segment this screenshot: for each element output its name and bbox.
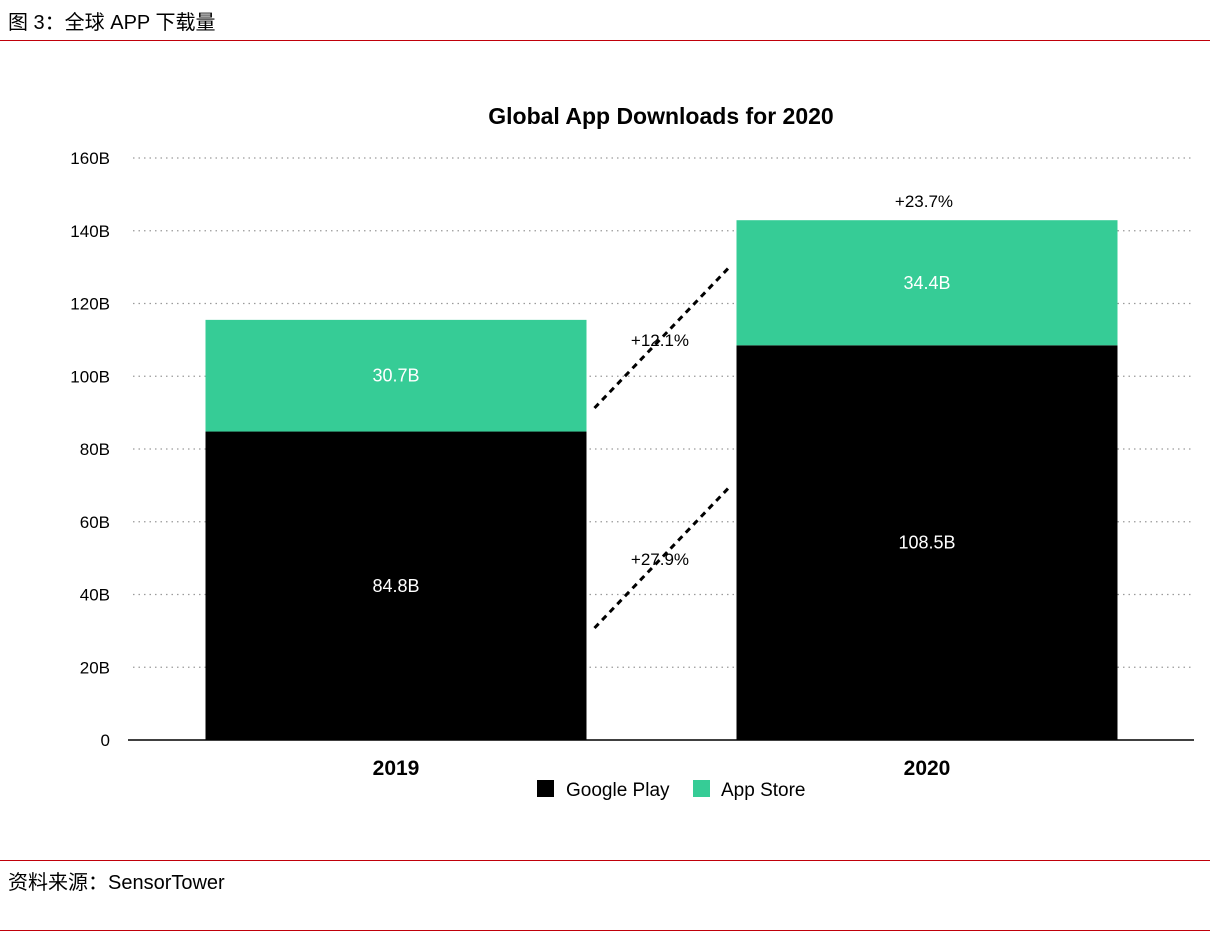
app-store-growth-annotation: +12.1%: [631, 331, 689, 350]
y-tick-label: 0: [101, 731, 110, 750]
source-rule: [0, 860, 1210, 861]
bar-value-label: 30.7B: [372, 366, 419, 386]
legend-swatch-google-play: [537, 780, 554, 797]
y-tick-label: 20B: [80, 658, 110, 677]
y-tick-label: 40B: [80, 586, 110, 605]
bar-value-label: 84.8B: [372, 576, 419, 596]
legend-label-google-play: Google Play: [566, 780, 670, 801]
y-tick-label: 80B: [80, 440, 110, 459]
top-rule: [0, 40, 1210, 41]
x-category-label: 2019: [373, 757, 420, 780]
legend-swatch-app-store: [693, 780, 710, 797]
x-axis-categories: 2019 2020: [373, 757, 951, 780]
bar-value-label: 34.4B: [903, 273, 950, 293]
y-tick-label: 100B: [70, 367, 110, 386]
total-growth-annotation: +23.7%: [895, 192, 953, 211]
bar-google-play-2020: [736, 345, 1118, 740]
legend-label-app-store: App Store: [721, 780, 806, 801]
bottom-rule: [0, 930, 1210, 931]
bars: [205, 220, 1118, 740]
bar-app-store-2020: [736, 220, 1118, 346]
source-note: 资料来源：SensorTower: [8, 872, 225, 894]
x-category-label: 2020: [904, 757, 951, 780]
y-tick-label: 120B: [70, 295, 110, 314]
y-axis-ticks: 0 20B 40B 60B 80B 100B 120B 140B 160B: [70, 149, 110, 750]
y-tick-label: 60B: [80, 513, 110, 532]
bar-value-label: 108.5B: [898, 533, 955, 553]
figure-caption: 图 3：全球 APP 下载量: [8, 12, 216, 34]
bar-google-play-2019: [205, 431, 587, 740]
growth-connectors: [593, 266, 730, 630]
chart-title: Global App Downloads for 2020: [488, 103, 833, 129]
legend: Google Play App Store: [537, 780, 806, 801]
y-tick-label: 160B: [70, 149, 110, 168]
google-play-growth-annotation: +27.9%: [631, 550, 689, 569]
bar-app-store-2019: [205, 319, 587, 432]
bar-value-labels: 84.8B 30.7B 108.5B 34.4B: [372, 273, 955, 596]
y-tick-label: 140B: [70, 222, 110, 241]
